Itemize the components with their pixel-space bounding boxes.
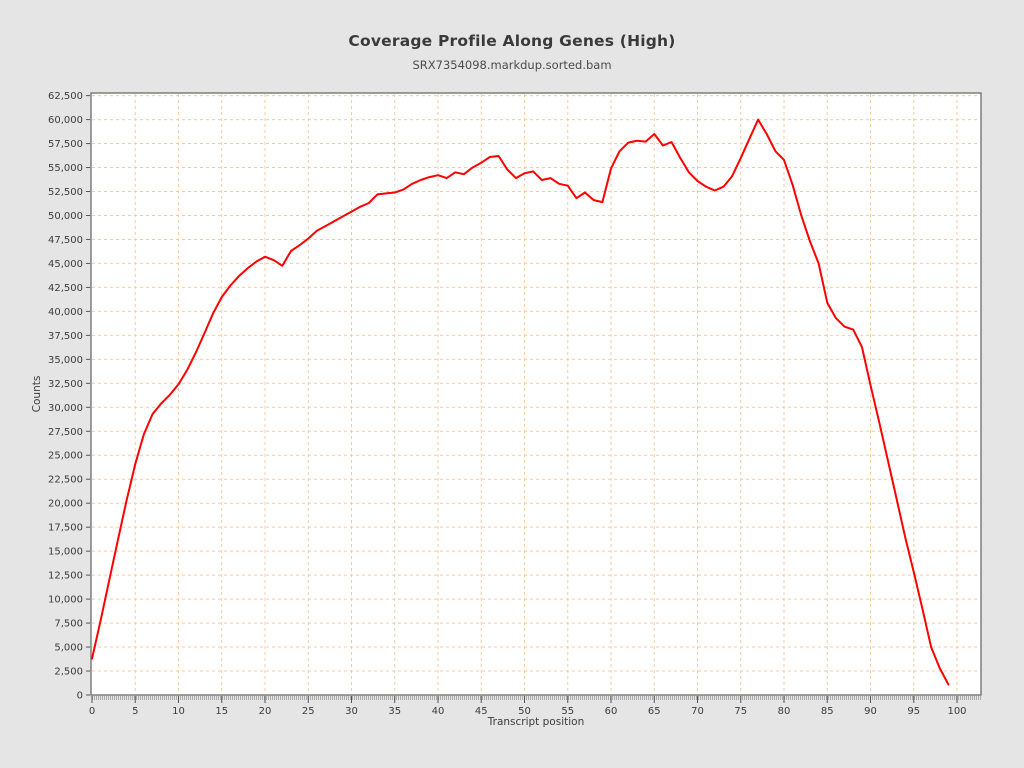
y-tick-label: 15,000 [48,547,83,558]
y-tick-label: 45,000 [48,259,83,270]
y-tick-label: 20,000 [48,499,83,510]
plot-area [91,93,981,695]
y-tick-label: 35,000 [48,355,83,366]
x-tick-label: 45 [475,706,488,717]
x-tick-label: 80 [778,706,791,717]
x-tick-label: 85 [821,706,834,717]
x-tick-label: 75 [734,706,747,717]
y-tick-label: 55,000 [48,163,83,174]
y-tick-label: 7,500 [54,619,83,630]
y-tick-label: 37,500 [48,331,83,342]
x-tick-label: 30 [345,706,358,717]
y-tick-label: 10,000 [48,595,83,606]
axis-ticks [86,95,958,703]
y-tick-label: 30,000 [48,403,83,414]
x-axis-minor-ticks [91,696,981,700]
x-tick-label: 65 [648,706,661,717]
y-tick-label: 27,500 [48,427,83,438]
y-tick-label: 52,500 [48,187,83,198]
x-tick-label: 60 [605,706,618,717]
y-tick-label: 12,500 [48,571,83,582]
chart-subtitle: SRX7354098.markdup.sorted.bam [412,58,612,72]
x-tick-label: 90 [864,706,877,717]
chart-title: Coverage Profile Along Genes (High) [348,32,676,50]
y-tick-label: 50,000 [48,211,83,222]
x-tick-label: 10 [172,706,185,717]
y-tick-label: 25,000 [48,451,83,462]
x-tick-label: 40 [432,706,445,717]
x-axis-label: Transcript position [487,716,585,728]
gridlines [92,94,980,694]
x-tick-label: 15 [215,706,228,717]
y-tick-label: 32,500 [48,379,83,390]
coverage-line [91,118,950,686]
x-tick-label: 5 [132,706,138,717]
x-tick-label: 50 [518,706,531,717]
x-tick-label: 70 [691,706,704,717]
y-tick-label: 57,500 [48,139,83,150]
y-tick-label: 2,500 [54,667,83,678]
x-tick-label: 25 [302,706,315,717]
x-tick-label: 0 [89,706,95,717]
y-tick-label: 62,500 [48,91,83,102]
y-tick-label: 22,500 [48,475,83,486]
y-tick-label: 0 [77,691,83,702]
y-tick-label: 17,500 [48,523,83,534]
axis-tick-labels: 0 2,500 5,000 7,500 10,000 12,500 15,000 17,500… [48,91,967,717]
y-tick-label: 47,500 [48,235,83,246]
x-tick-label: 20 [259,706,272,717]
x-tick-label: 100 [947,706,966,717]
y-tick-label: 60,000 [48,115,83,126]
y-tick-label: 40,000 [48,307,83,318]
plot-border [90,92,982,696]
x-tick-label: 55 [561,706,574,717]
y-tick-label: 5,000 [54,643,83,654]
x-tick-label: 35 [388,706,401,717]
y-tick-label: 42,500 [48,283,83,294]
x-tick-label: 95 [907,706,920,717]
